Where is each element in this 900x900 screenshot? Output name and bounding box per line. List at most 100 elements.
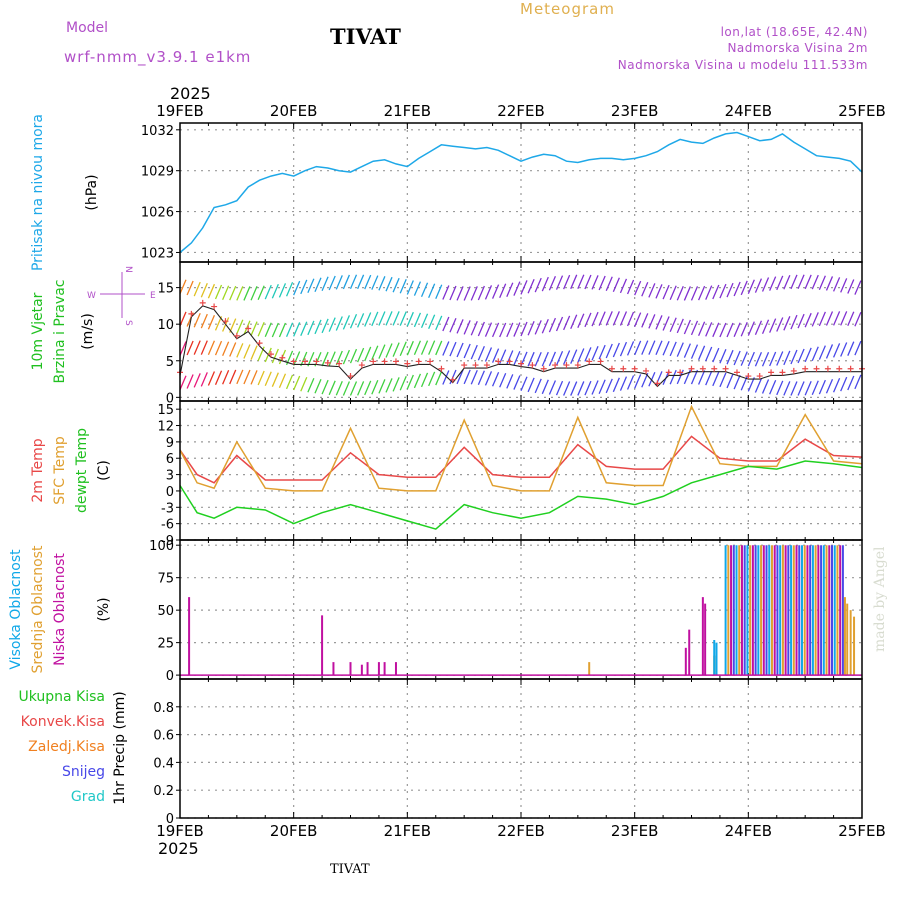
y-tick-label: 15 xyxy=(157,282,174,297)
wind-barb xyxy=(257,285,265,301)
wind-barb xyxy=(584,380,592,396)
wind-gust-marker xyxy=(495,358,502,365)
wind-barb xyxy=(591,345,599,361)
wind-barb xyxy=(591,380,599,395)
wind-barb xyxy=(477,285,485,301)
wind-gust-marker xyxy=(438,365,445,372)
top-date-label: 23FEB xyxy=(611,102,658,120)
wind-barb xyxy=(449,317,457,333)
wind-barb xyxy=(712,347,720,363)
wind-barb xyxy=(570,381,578,396)
wind-barb xyxy=(378,344,386,359)
wind-barb xyxy=(335,350,343,366)
bottom-date-label: 25FEB xyxy=(838,822,885,840)
y-tick-label: 3 xyxy=(166,469,174,484)
wind-barb xyxy=(477,346,485,361)
wind-barb xyxy=(484,322,493,337)
wind-barb xyxy=(257,370,265,386)
wind-barb xyxy=(577,381,585,396)
y-tick-label: 9 xyxy=(166,436,174,451)
wind-barb xyxy=(371,379,379,395)
wind-barb xyxy=(214,370,223,386)
wind-barb xyxy=(314,277,322,292)
legend-entry: Konvek.Kisa xyxy=(21,714,105,730)
wind-barb xyxy=(357,313,365,328)
wind-barb xyxy=(229,369,237,385)
wind-barb xyxy=(676,342,684,357)
wind-gust-marker xyxy=(790,367,797,374)
wind-barb xyxy=(470,321,478,336)
bottom-date-label: 24FEB xyxy=(725,822,772,840)
wind-barb xyxy=(612,277,620,293)
wind-gust-marker xyxy=(779,369,786,376)
wind-barb xyxy=(328,317,336,332)
wind-barb xyxy=(349,348,358,364)
wind-barb xyxy=(726,282,734,298)
wind-barb xyxy=(683,319,691,335)
wind-barb xyxy=(456,342,464,358)
wind-barb xyxy=(669,317,677,332)
wind-barb xyxy=(648,340,656,355)
wind-barb xyxy=(840,278,848,293)
wind-barb xyxy=(193,340,201,355)
wind-barb xyxy=(712,284,720,300)
wind-barb xyxy=(541,379,549,395)
wind-barb xyxy=(634,312,642,327)
y-axis-title: 2m Temp xyxy=(30,438,46,502)
wind-barb xyxy=(534,320,542,335)
wind-barb xyxy=(641,282,649,297)
wind-barb xyxy=(655,315,663,330)
wind-barb xyxy=(484,347,493,362)
wind-barb xyxy=(619,278,628,294)
wind-barb xyxy=(669,341,677,357)
wind-barb xyxy=(371,311,379,327)
wind-barb xyxy=(413,340,422,356)
wind-barb xyxy=(243,320,251,336)
wind-barb xyxy=(840,311,848,326)
bottom-date-label: 22FEB xyxy=(497,822,544,840)
model-elevation-label: Nadmorska Visina u modelu 111.533m xyxy=(617,58,868,72)
y-tick-label: 25 xyxy=(157,637,174,652)
wind-barb xyxy=(300,279,308,295)
wind-barb xyxy=(186,374,194,389)
compass-w: W xyxy=(87,291,96,301)
wind-gust-marker xyxy=(608,365,615,372)
compass-e: E xyxy=(150,291,156,301)
wind-gust-marker xyxy=(540,365,547,372)
wind-barb xyxy=(264,284,272,300)
wind-barb xyxy=(598,275,606,291)
y-tick-label: 50 xyxy=(157,604,174,619)
wind-barb xyxy=(378,311,386,326)
wind-gust-marker xyxy=(392,358,399,365)
wind-barb xyxy=(555,275,564,290)
wind-barb xyxy=(200,313,208,329)
wind-barb xyxy=(342,349,350,365)
wind-barb xyxy=(840,342,848,357)
elevation-label: Nadmorska Visina 2m xyxy=(727,41,868,55)
panel-precip: 0 0.2 0.4 0.6 0.8 Ukupna Kisa Konvek.Kisa Zaled… xyxy=(18,678,863,827)
wind-barb xyxy=(364,346,372,362)
y-tick-label: 0.8 xyxy=(153,701,174,716)
wind-barb xyxy=(342,315,350,330)
wind-gust-marker xyxy=(279,354,286,361)
wind-barb xyxy=(804,312,812,328)
footer-station: TIVAT xyxy=(330,862,370,877)
wind-gust-marker xyxy=(404,360,411,367)
panel-frame xyxy=(179,678,863,819)
panel-clouds: 0 25 50 75 100 Visoka Oblacnost Srednja Oblacn… xyxy=(8,539,863,684)
wind-barb xyxy=(399,311,407,326)
wind-barb xyxy=(648,283,656,298)
wind-barb xyxy=(598,344,606,360)
wind-barb xyxy=(584,274,592,290)
wind-barb xyxy=(271,372,279,387)
wind-barb xyxy=(726,373,734,389)
y-tick-label: 0.6 xyxy=(153,729,174,744)
wind-barb xyxy=(307,378,315,393)
wind-barb xyxy=(776,380,784,396)
y-tick-label: 0 xyxy=(166,812,174,827)
wind-barb xyxy=(470,286,478,301)
wind-barb xyxy=(797,274,805,290)
wind-gust-marker xyxy=(654,380,661,387)
wind-gust-marker xyxy=(381,358,388,365)
wind-barb xyxy=(307,320,315,336)
